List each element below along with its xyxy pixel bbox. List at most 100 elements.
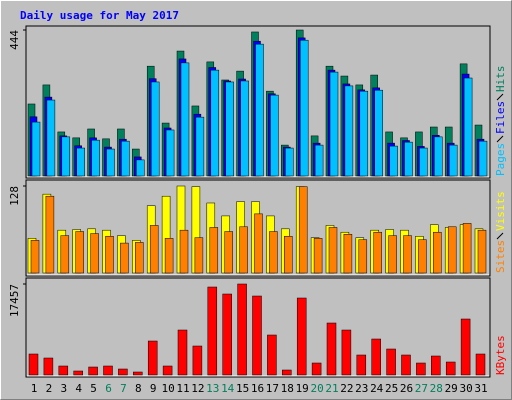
x-tick-label: 17 bbox=[266, 382, 279, 395]
x-tick-label: 21 bbox=[325, 382, 338, 395]
bar bbox=[445, 361, 456, 376]
x-tick-label: 31 bbox=[474, 382, 487, 395]
bar bbox=[76, 147, 85, 177]
bar bbox=[28, 353, 39, 376]
legend-separator bbox=[496, 135, 504, 143]
bar bbox=[433, 231, 442, 274]
x-tick-label: 29 bbox=[445, 382, 458, 395]
bar bbox=[91, 139, 100, 177]
legend-label: Hits bbox=[494, 66, 507, 93]
bar bbox=[106, 148, 115, 177]
x-tick-label: 4 bbox=[75, 382, 82, 395]
bar bbox=[209, 227, 219, 274]
bar bbox=[210, 69, 220, 177]
bar bbox=[299, 39, 309, 177]
bar bbox=[133, 371, 143, 376]
bar bbox=[419, 147, 428, 177]
bar bbox=[447, 226, 457, 274]
x-tick-label: 5 bbox=[90, 382, 97, 395]
bar bbox=[180, 62, 190, 177]
y-tick-label: 17457 bbox=[8, 284, 21, 317]
x-tick-label: 26 bbox=[400, 382, 413, 395]
bar bbox=[103, 365, 113, 376]
bar bbox=[416, 362, 426, 376]
x-tick-label: 2 bbox=[46, 382, 53, 395]
bar bbox=[389, 145, 398, 177]
bar bbox=[136, 159, 145, 177]
bar bbox=[46, 99, 56, 177]
bar bbox=[121, 140, 130, 177]
legend-separator bbox=[496, 232, 504, 240]
chart-title: Daily usage for May 2017 bbox=[20, 9, 179, 22]
bar bbox=[475, 353, 486, 376]
bar bbox=[179, 229, 189, 274]
x-tick-label: 16 bbox=[251, 382, 264, 395]
y-tick-label: 444 bbox=[8, 30, 21, 50]
bar bbox=[88, 366, 98, 376]
bar bbox=[284, 236, 293, 274]
x-tick-label: 10 bbox=[161, 382, 174, 395]
bar bbox=[344, 85, 354, 177]
x-tick-label: 8 bbox=[135, 382, 142, 395]
y-tick-label: 128 bbox=[8, 186, 21, 206]
bar bbox=[401, 354, 411, 376]
x-tick-label: 24 bbox=[370, 382, 384, 395]
x-tick-label: 23 bbox=[355, 382, 368, 395]
bar bbox=[404, 141, 413, 177]
bar bbox=[149, 225, 159, 274]
x-tick-label: 12 bbox=[191, 382, 204, 395]
x-tick-label: 13 bbox=[206, 382, 219, 395]
bar bbox=[255, 43, 264, 177]
bar bbox=[267, 334, 277, 376]
bar bbox=[45, 195, 55, 274]
bar bbox=[120, 242, 129, 274]
x-tick-label: 20 bbox=[310, 382, 323, 395]
bar bbox=[463, 77, 473, 177]
x-tick-label: 18 bbox=[281, 382, 294, 395]
bar bbox=[270, 94, 279, 177]
bar bbox=[195, 116, 205, 177]
bar bbox=[418, 239, 427, 274]
legend-label: Visits bbox=[494, 191, 507, 231]
bar bbox=[431, 355, 441, 376]
bar bbox=[164, 238, 174, 274]
x-tick-label: 28 bbox=[430, 382, 443, 395]
x-tick-label: 1 bbox=[31, 382, 38, 395]
x-tick-label: 9 bbox=[150, 382, 157, 395]
legend-label: Sites bbox=[494, 240, 507, 273]
bar bbox=[373, 231, 382, 274]
bar bbox=[118, 368, 128, 376]
bar bbox=[237, 283, 247, 376]
bar bbox=[462, 223, 472, 274]
bar bbox=[75, 231, 84, 274]
bar bbox=[314, 144, 324, 177]
bar bbox=[478, 140, 488, 177]
x-tick-label: 7 bbox=[120, 382, 127, 395]
bar bbox=[43, 357, 54, 376]
x-tick-label: 6 bbox=[105, 382, 112, 395]
bar bbox=[207, 286, 218, 376]
legend-label: KBytes bbox=[494, 335, 507, 375]
bar bbox=[225, 81, 234, 177]
bar bbox=[371, 338, 381, 376]
x-tick-label: 30 bbox=[459, 382, 472, 395]
bar bbox=[388, 235, 397, 274]
x-tick-label: 27 bbox=[415, 382, 428, 395]
bar bbox=[359, 90, 369, 177]
bar bbox=[60, 235, 70, 274]
x-tick-label: 15 bbox=[236, 382, 249, 395]
bar bbox=[358, 239, 368, 274]
bar bbox=[356, 354, 367, 376]
bar bbox=[328, 227, 338, 274]
bar bbox=[460, 318, 471, 376]
bar bbox=[135, 242, 144, 274]
legend-separator bbox=[496, 93, 504, 101]
bar bbox=[298, 186, 308, 274]
x-tick-label: 14 bbox=[221, 382, 235, 395]
x-tick-label: 19 bbox=[296, 382, 309, 395]
bar bbox=[165, 129, 175, 177]
bar bbox=[269, 231, 278, 274]
bar bbox=[30, 240, 40, 274]
